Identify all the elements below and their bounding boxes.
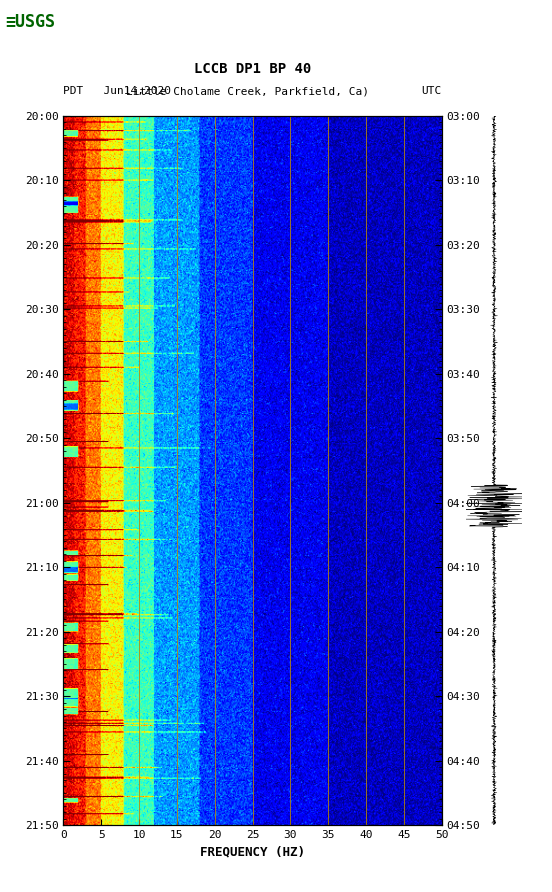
Text: UTC: UTC bbox=[421, 87, 442, 96]
Text: ≡USGS: ≡USGS bbox=[6, 13, 56, 31]
Text: LCCB DP1 BP 40: LCCB DP1 BP 40 bbox=[194, 62, 311, 76]
Text: Little Cholame Creek, Parkfield, Ca): Little Cholame Creek, Parkfield, Ca) bbox=[125, 87, 369, 96]
Text: PDT   Jun14,2020: PDT Jun14,2020 bbox=[63, 87, 172, 96]
X-axis label: FREQUENCY (HZ): FREQUENCY (HZ) bbox=[200, 846, 305, 858]
